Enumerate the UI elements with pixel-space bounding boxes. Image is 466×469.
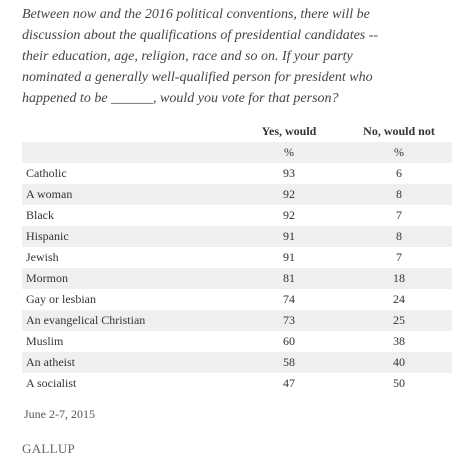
cell-value: 92 <box>283 208 295 222</box>
question-line: discussion about the qualifications of p… <box>22 28 379 43</box>
cell-value: 40 <box>342 352 452 373</box>
cell-value: 92 <box>232 184 342 205</box>
cell-value: 8 <box>342 184 452 205</box>
table-row: An evangelical Christian 73 25 <box>22 310 452 331</box>
column-header: Yes, would <box>261 124 317 138</box>
table-row: A woman 92 8 <box>22 184 452 205</box>
row-label: Muslim <box>26 334 64 348</box>
cell-value: 7 <box>396 250 402 264</box>
question-line: Between now and the 2016 political conve… <box>22 7 370 22</box>
question-line: their education, age, religion, race and… <box>22 49 353 64</box>
cell-value: 93 <box>283 166 295 180</box>
table-row: A socialist 47 50 <box>22 373 452 394</box>
column-header: No, would not <box>363 124 435 138</box>
table-row: Black 92 7 <box>22 205 452 226</box>
row-label: A socialist <box>26 376 77 390</box>
table-row: Hispanic 91 8 <box>22 226 452 247</box>
cell-value: 7 <box>396 208 402 222</box>
cell-value: 6 <box>396 166 402 180</box>
row-label: A woman <box>22 184 232 205</box>
row-label: Jewish <box>26 250 59 264</box>
cell-value: 60 <box>283 334 295 348</box>
row-label: Gay or lesbian <box>26 292 96 306</box>
survey-date: June 2-7, 2015 <box>24 407 95 421</box>
table-row: Mormon 81 18 <box>22 268 452 289</box>
cell-value: 38 <box>393 334 405 348</box>
question: Between now and the 2016 political conve… <box>22 4 462 109</box>
cell-value: 8 <box>342 226 452 247</box>
row-label: Black <box>26 208 54 222</box>
cell-value: 91 <box>283 250 295 264</box>
unit-label: % <box>232 142 342 163</box>
table-row: Muslim 60 38 <box>22 331 452 352</box>
table-row: Gay or lesbian 74 24 <box>22 289 452 310</box>
cell-value: 24 <box>393 292 405 306</box>
source: GALLUP <box>22 441 76 456</box>
units-blank <box>22 142 232 163</box>
header-row: Yes, would No, would not <box>22 121 452 142</box>
table-row: An atheist 58 40 <box>22 352 452 373</box>
row-label: Mormon <box>22 268 232 289</box>
header-blank <box>22 121 232 142</box>
cell-value: 50 <box>393 376 405 390</box>
units-row: % % <box>22 142 452 163</box>
cell-value: 81 <box>232 268 342 289</box>
results-table: Yes, would No, would not % % Catholic 93 6… <box>22 121 452 394</box>
cell-value: 91 <box>232 226 342 247</box>
row-label: Hispanic <box>22 226 232 247</box>
question-line: happened to be ______, would you vote fo… <box>22 91 339 106</box>
cell-value: 47 <box>283 376 295 390</box>
row-label: An atheist <box>22 352 232 373</box>
table-row: Catholic 93 6 <box>22 163 452 184</box>
table-row: Jewish 91 7 <box>22 247 452 268</box>
row-label: An evangelical Christian <box>22 310 232 331</box>
cell-value: 73 <box>232 310 342 331</box>
row-label: Catholic <box>26 166 67 180</box>
cell-value: 74 <box>283 292 295 306</box>
cell-value: 25 <box>342 310 452 331</box>
question-line: nominated a generally well-qualified per… <box>22 70 373 85</box>
cell-value: 18 <box>342 268 452 289</box>
cell-value: 58 <box>232 352 342 373</box>
unit-label: % <box>342 142 452 163</box>
